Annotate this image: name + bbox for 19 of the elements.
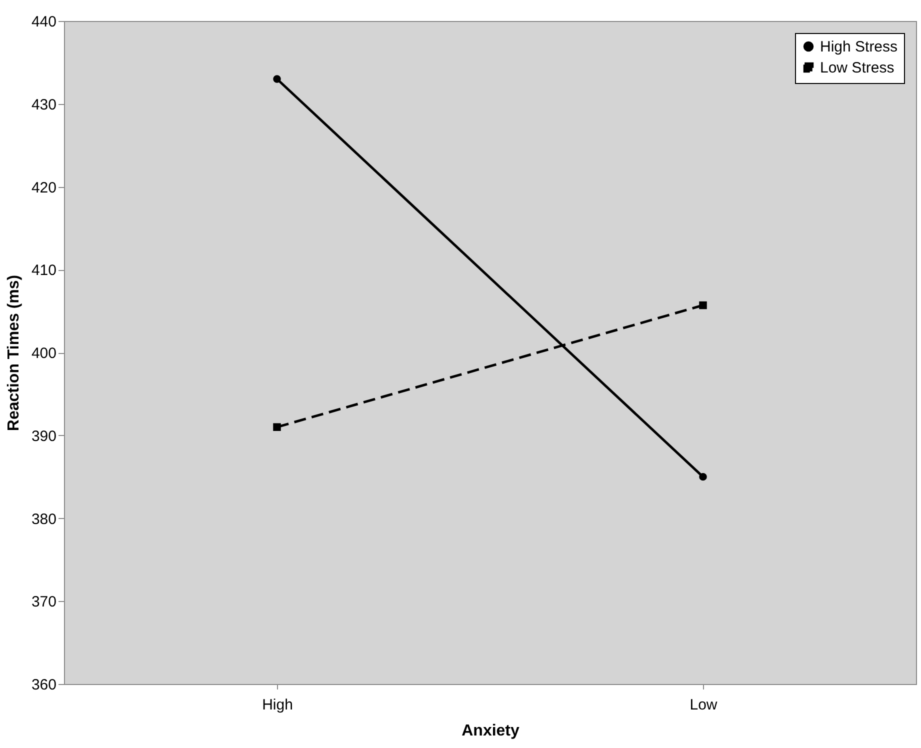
point <box>273 75 281 83</box>
y-tick-label: 430 <box>31 96 56 114</box>
point <box>699 472 707 481</box>
y-tick-label: 420 <box>31 179 56 196</box>
legend-label: High Stress <box>820 38 898 56</box>
x-tick-label: Low <box>690 696 718 714</box>
y-tick-label: 370 <box>31 594 56 611</box>
y-tick-label: 440 <box>31 14 56 30</box>
x-axis-title: Anxiety <box>462 722 520 740</box>
y-tick-label: 360 <box>31 676 56 694</box>
x-tick-label: High <box>262 696 293 714</box>
y-tick-label: 410 <box>31 262 56 280</box>
y-tick-label: 380 <box>31 510 56 528</box>
y-tick-label: 390 <box>31 428 56 445</box>
legend-label: Low Stress <box>820 60 894 76</box>
y-tick-label: 400 <box>31 345 56 362</box>
point <box>273 423 281 431</box>
point <box>699 301 707 310</box>
y-axis-title: Reaction Times (ms) <box>5 274 22 432</box>
